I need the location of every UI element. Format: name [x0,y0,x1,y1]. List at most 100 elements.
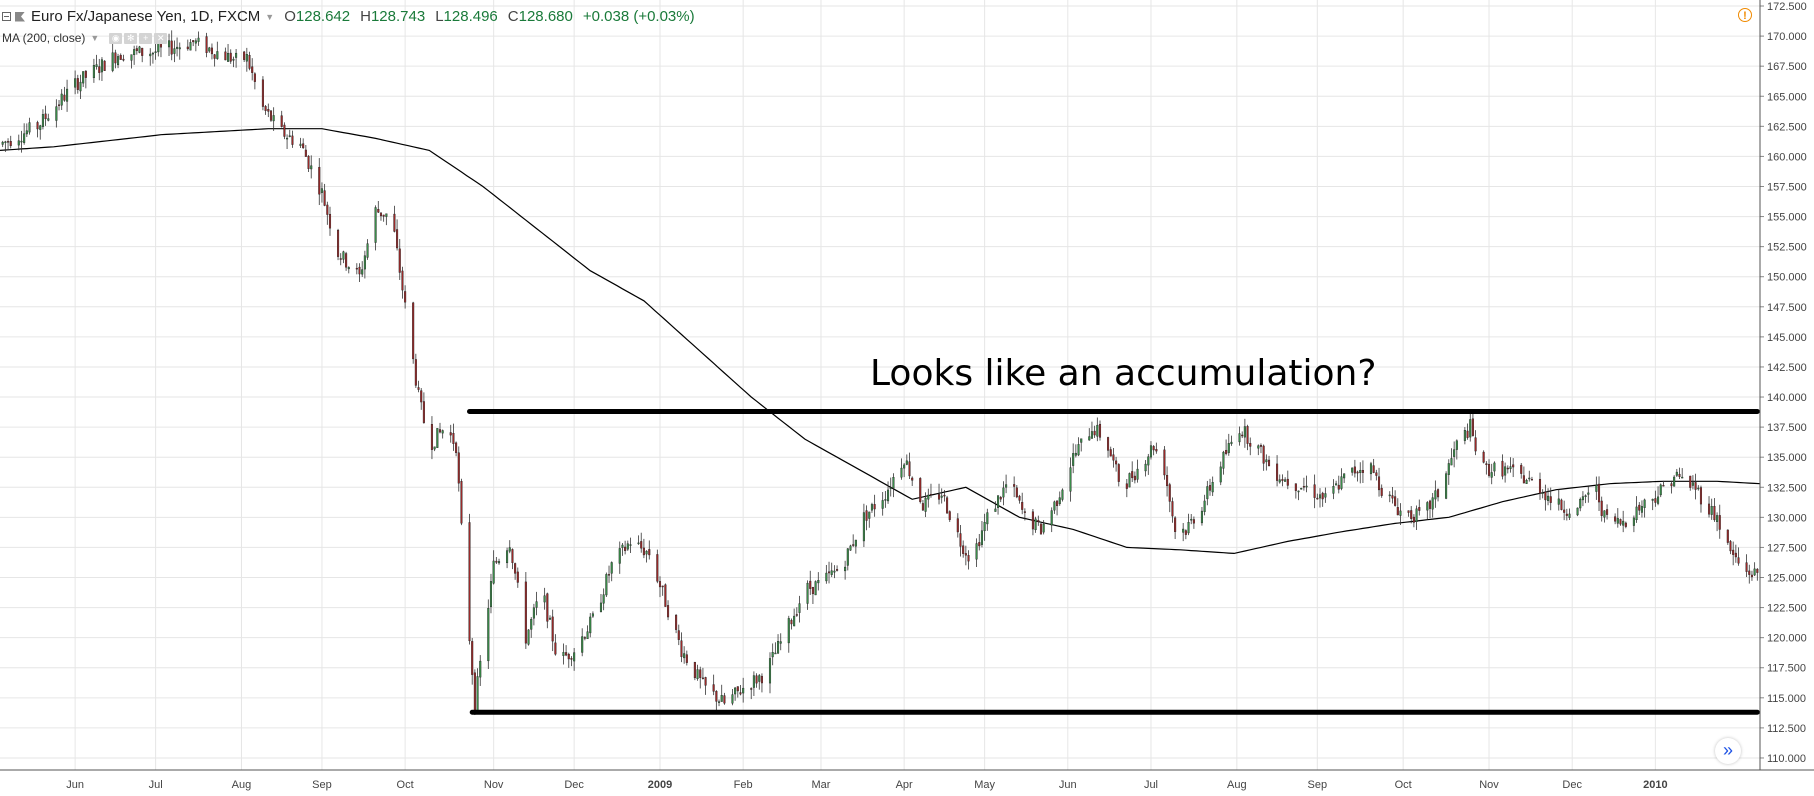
candle-up [940,495,943,498]
close-value: 128.680 [518,8,573,25]
candle-up [1149,445,1153,458]
candle-up [138,46,141,53]
candle-down [355,267,358,270]
candle-up [1096,424,1099,437]
candle-up [197,37,200,42]
candle-up [272,115,275,122]
y-tick-label: 160.000 [1767,151,1807,163]
candle-down [1109,449,1112,457]
chevron-down-icon[interactable]: ▼ [265,11,275,22]
candle-down [122,58,125,61]
candle-up [288,135,291,137]
y-tick-label: 135.000 [1767,452,1807,464]
candle-down [253,73,256,82]
candle-up [497,561,501,564]
candle-up [1074,452,1077,456]
close-label: C [507,8,519,25]
candle-down [1192,519,1195,524]
candle-up [1219,466,1222,483]
gear-icon[interactable]: ✻ [124,32,138,44]
alert-warning-icon[interactable]: ! [1738,8,1752,22]
ma-200-line[interactable] [0,128,1761,555]
close-icon[interactable]: ✕ [154,32,168,44]
candle-up [1053,501,1056,511]
candle-down [1112,454,1115,461]
candle-up [1710,506,1713,515]
candle-up [854,539,857,547]
candle-up [60,93,63,106]
candle-down [1171,501,1174,517]
candle-down [1174,517,1177,532]
time-axis[interactable]: Jun Jul Aug Sep Oct Nov Dec 2009 Feb Mar Apr May Jun… [0,769,1814,791]
y-tick-label: 132.500 [1767,482,1807,494]
candle-up [645,550,648,555]
candle-up [777,641,780,654]
candle-up [1002,487,1005,498]
candle-up [1324,493,1327,498]
candle-up [994,508,997,512]
x-tick-label: Oct [1395,779,1412,791]
y-tick-label: 147.500 [1767,302,1807,314]
collapse-legend-icon[interactable] [2,12,11,21]
candle-up [591,613,594,617]
candle-up [758,675,761,682]
candle-down [1131,471,1134,479]
candle-down [1356,471,1359,474]
candle-down [1471,418,1474,436]
candle-up [342,251,345,260]
candle-up [1415,508,1418,522]
candle-up [1426,502,1429,511]
plus-icon[interactable]: + [139,32,153,44]
candle-down [455,442,458,453]
candle-up [1525,479,1528,484]
candle-down [1538,479,1542,494]
candle-up [100,59,103,73]
candle-down [873,504,876,510]
candlesticks-layer [1,30,1759,716]
candle-up [975,543,978,560]
y-tick-label: 167.500 [1767,61,1807,73]
candle-up [320,188,323,193]
candle-up [562,652,565,656]
candle-down [248,54,251,69]
scroll-to-realtime-button[interactable]: » [1715,738,1741,764]
candle-down [1560,499,1563,510]
candle-up [133,49,136,56]
price-axis[interactable]: 110.000 112.500 115.000 117.500 120.000 122.5… [1759,0,1807,770]
candle-up [489,581,493,607]
candle-up [20,140,23,143]
candle-down [414,359,417,386]
eye-icon[interactable]: ◉ [109,32,123,44]
candle-down [919,478,922,502]
candle-down [36,122,39,130]
candle-down [192,40,195,43]
candle-down [607,574,611,576]
symbol-title[interactable]: Euro Fx/Japanese Yen, 1D, FXCM [31,8,261,25]
symbol-legend[interactable]: Euro Fx/Japanese Yen, 1D, FXCM ▼ O128.64… [2,8,695,25]
candle-up [1643,499,1646,508]
trendlines-layer[interactable] [467,408,1760,715]
candle-up [476,676,479,711]
x-tick-label: Mar [811,779,830,791]
candle-down [1391,495,1394,499]
candle-down [524,581,527,644]
candle-up [227,52,230,62]
candle-down [471,641,474,675]
y-tick-label: 162.500 [1767,121,1807,133]
candle-down [393,213,396,232]
candle-up [1206,486,1209,500]
x-tick-label: Aug [232,779,252,791]
candle-down [337,230,340,257]
indicator-title[interactable]: MA (200, close) [2,31,86,45]
candle-up [1504,466,1507,476]
indicator-chevron-down-icon[interactable]: ▼ [90,33,100,43]
candle-down [1474,437,1477,452]
candle-down [811,586,814,595]
candle-down [1734,552,1737,558]
indicator-legend[interactable]: MA (200, close) ▼ ◉ ✻ + ✕ [2,31,168,45]
y-tick-label: 127.500 [1767,542,1807,554]
candle-up [167,40,171,48]
candle-up [771,651,774,658]
candle-down [1501,460,1504,477]
